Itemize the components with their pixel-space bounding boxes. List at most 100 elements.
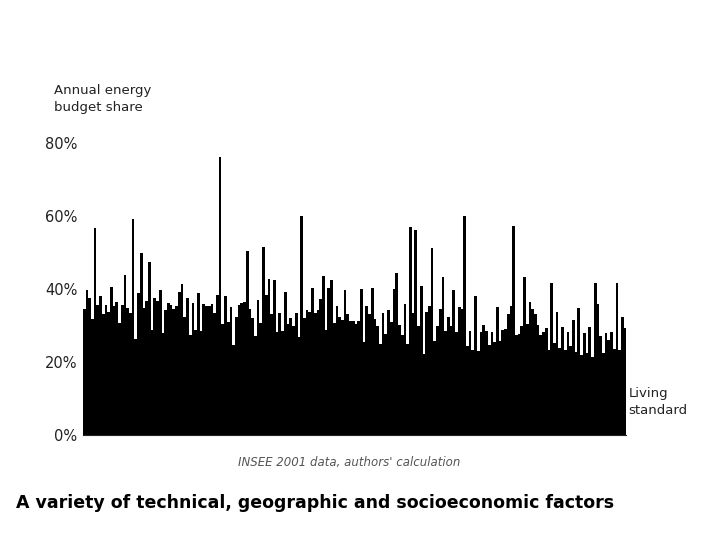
Bar [186, 298, 189, 435]
Bar [406, 344, 409, 435]
Bar [423, 354, 426, 435]
Bar [262, 247, 265, 435]
Bar [575, 352, 577, 435]
Bar [279, 313, 282, 435]
Bar [248, 309, 251, 435]
Bar [398, 325, 401, 435]
Bar [129, 313, 132, 435]
Bar [426, 313, 428, 435]
Bar [501, 330, 504, 435]
Bar [371, 288, 374, 435]
Bar [336, 306, 338, 435]
Bar [143, 308, 145, 435]
Bar [482, 326, 485, 435]
Bar [553, 343, 556, 435]
Bar [330, 280, 333, 435]
Bar [343, 290, 346, 435]
Bar [507, 314, 510, 435]
Bar [349, 321, 352, 435]
Bar [523, 277, 526, 435]
Bar [224, 296, 227, 435]
Bar [602, 353, 605, 435]
Bar [564, 350, 567, 435]
Bar [461, 309, 464, 435]
Bar [374, 319, 377, 435]
Bar [235, 316, 238, 435]
Bar [161, 333, 164, 435]
Bar [222, 325, 224, 435]
Bar [86, 289, 89, 435]
Bar [135, 339, 137, 435]
Bar [608, 340, 610, 435]
Bar [145, 301, 148, 435]
Bar [346, 314, 349, 435]
Bar [487, 346, 490, 435]
Bar [472, 350, 474, 435]
Bar [605, 333, 608, 435]
Bar [297, 338, 300, 435]
Bar [322, 275, 325, 435]
Bar [570, 347, 572, 435]
Bar [140, 253, 143, 435]
Bar [113, 306, 115, 435]
Bar [150, 330, 153, 435]
Bar [91, 319, 94, 435]
Bar [357, 321, 360, 435]
Bar [610, 332, 613, 435]
Bar [352, 321, 355, 435]
Bar [282, 331, 284, 435]
Bar [132, 219, 135, 435]
Bar [178, 292, 181, 435]
Bar [436, 326, 439, 435]
Bar [616, 284, 618, 435]
Bar [124, 275, 126, 435]
Bar [289, 319, 292, 435]
Bar [164, 310, 167, 435]
Bar [230, 307, 233, 435]
Bar [159, 291, 161, 435]
Bar [325, 330, 328, 435]
Bar [390, 322, 392, 435]
Bar [550, 283, 553, 435]
Bar [107, 312, 110, 435]
Bar [192, 303, 194, 435]
Bar [450, 326, 452, 435]
Bar [512, 226, 515, 435]
Bar [265, 295, 268, 435]
Bar [170, 305, 173, 435]
Bar [485, 331, 487, 435]
Bar [89, 298, 91, 435]
Bar [591, 357, 594, 435]
Bar [455, 332, 458, 435]
Bar [387, 310, 390, 435]
Bar [458, 307, 461, 435]
Bar [251, 319, 254, 435]
Bar [284, 292, 287, 435]
Bar [319, 299, 322, 435]
Text: Annual energy
budget share: Annual energy budget share [54, 84, 151, 114]
Bar [556, 312, 559, 435]
Bar [173, 309, 175, 435]
Bar [572, 320, 575, 435]
Text: A variety of technical, geographic and socioeconomic factors: A variety of technical, geographic and s… [16, 494, 614, 512]
Bar [121, 305, 124, 435]
Bar [189, 335, 192, 435]
Bar [273, 280, 276, 435]
Bar [401, 335, 403, 435]
Bar [210, 304, 213, 435]
Bar [428, 306, 431, 435]
Bar [618, 350, 621, 435]
Bar [594, 283, 596, 435]
Bar [420, 286, 423, 435]
Bar [233, 345, 235, 435]
Bar [368, 314, 371, 435]
Bar [588, 327, 591, 435]
Text: Living
standard: Living standard [629, 387, 688, 417]
Bar [409, 227, 412, 435]
Bar [216, 295, 219, 435]
Bar [167, 303, 170, 435]
Bar [613, 349, 616, 435]
Bar [311, 288, 314, 435]
Bar [510, 306, 512, 435]
Bar [197, 293, 199, 435]
